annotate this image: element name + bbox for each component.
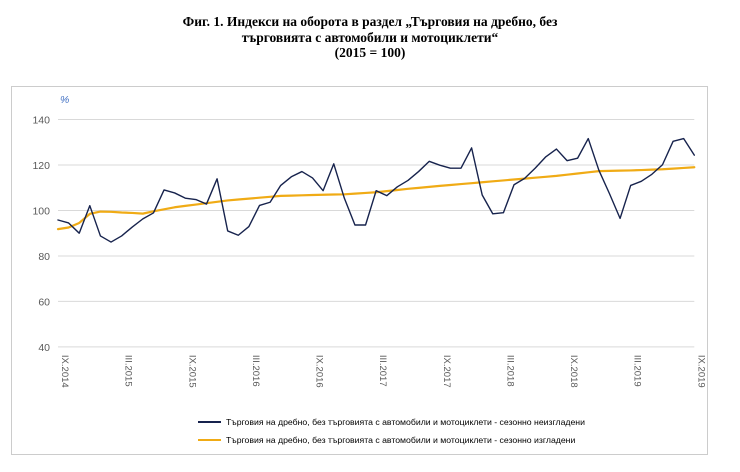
svg-text:140: 140	[32, 114, 50, 126]
svg-text:80: 80	[38, 251, 50, 263]
svg-text:III.2018: III.2018	[504, 355, 515, 387]
svg-text:IX.2018: IX.2018	[568, 355, 579, 388]
svg-text:60: 60	[38, 296, 50, 308]
svg-text:IX.2015: IX.2015	[186, 355, 197, 388]
svg-text:100: 100	[32, 205, 50, 217]
svg-text:III.2019: III.2019	[632, 355, 643, 387]
svg-text:IX.2016: IX.2016	[314, 355, 325, 388]
svg-text:120: 120	[32, 160, 50, 172]
svg-text:IX.2014: IX.2014	[59, 355, 70, 388]
svg-text:40: 40	[38, 342, 50, 354]
svg-text:IX.2019: IX.2019	[695, 355, 706, 388]
svg-text:IX.2017: IX.2017	[441, 355, 452, 388]
svg-text:III.2017: III.2017	[377, 355, 388, 387]
svg-text:III.2016: III.2016	[250, 355, 261, 387]
svg-text:%: %	[60, 94, 69, 106]
svg-text:III.2015: III.2015	[123, 355, 134, 387]
